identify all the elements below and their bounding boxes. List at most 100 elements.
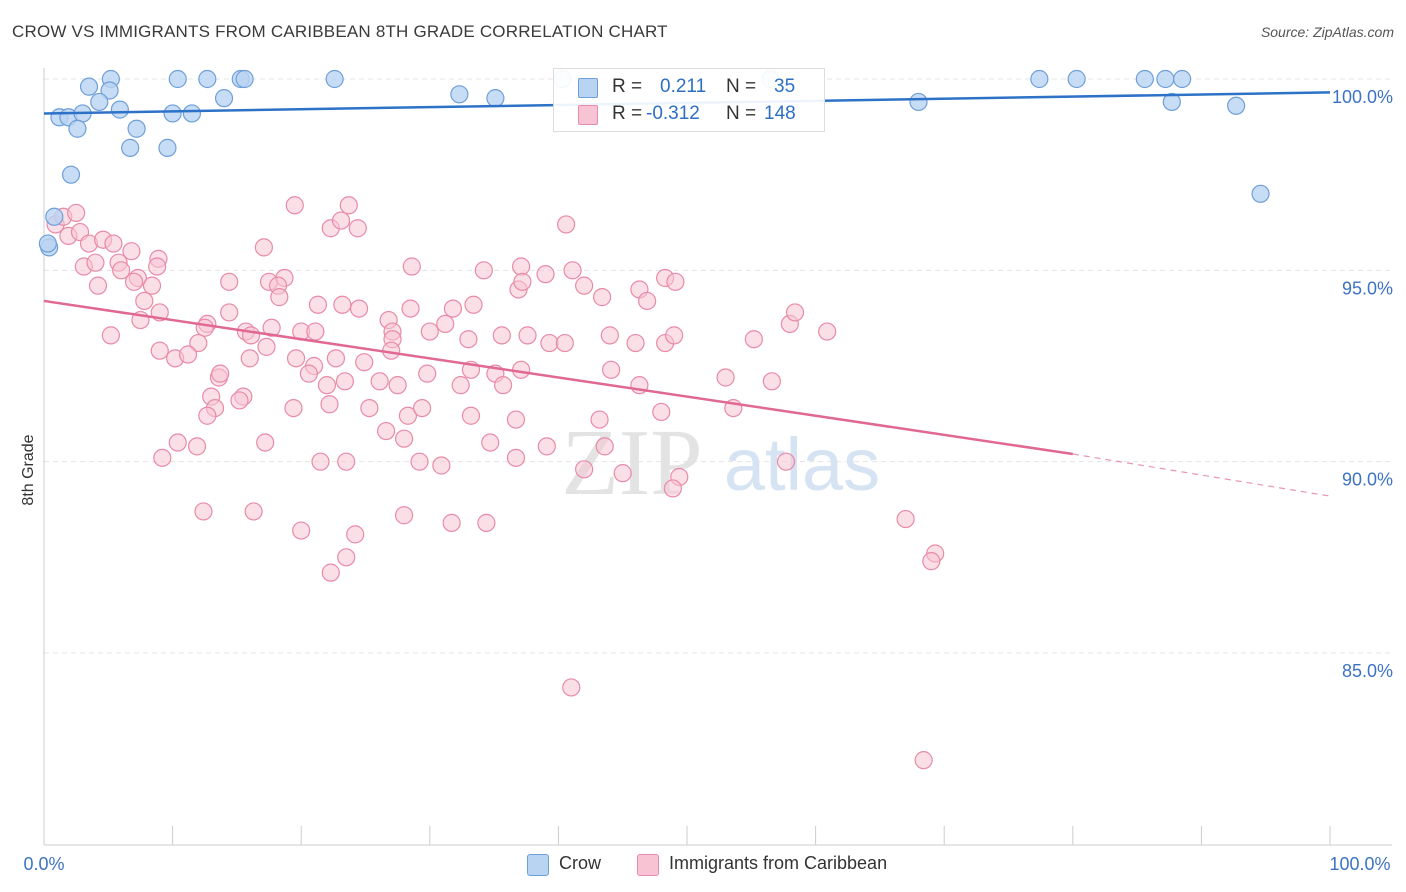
legend-r-label: R = [612, 103, 643, 124]
caribbean-point-57 [241, 326, 261, 345]
caribbean-point-128 [376, 421, 396, 441]
caribbean-point-46 [333, 295, 352, 314]
caribbean-point-82 [189, 333, 208, 353]
caribbean-point-86 [286, 349, 306, 368]
caribbean-point-39 [638, 291, 657, 311]
caribbean-point-117 [412, 398, 432, 418]
caribbean-point-112 [198, 406, 217, 425]
crow-point-27 [1227, 96, 1246, 115]
x-tick-label-0: 0.0% [23, 854, 64, 874]
caribbean-point-110 [230, 391, 249, 410]
caribbean-point-33 [536, 265, 555, 284]
caribbean-point-123 [187, 437, 207, 456]
caribbean-point-141 [194, 502, 213, 521]
crow-point-29 [127, 119, 146, 138]
legend-n-label: N = [726, 103, 757, 124]
caribbean-point-80 [150, 341, 169, 360]
crow-point-23 [450, 85, 469, 104]
caribbean-point-119 [506, 410, 526, 429]
caribbean-point-14 [148, 257, 167, 276]
legend-r-label: R = [612, 76, 643, 97]
caribbean-point-134 [337, 452, 356, 471]
caribbean-point-23 [285, 196, 304, 215]
trend-line-extension-caribbean [1072, 453, 1331, 497]
crow-point-31 [158, 138, 177, 157]
caribbean-point-72 [626, 333, 645, 353]
caribbean-point-96 [716, 368, 735, 387]
legend-row-caribbean: R = -0.312 N = 148 [554, 100, 824, 128]
caribbean-point-30 [402, 257, 421, 276]
crow-point-34 [45, 207, 64, 226]
caribbean-point-144 [346, 525, 365, 544]
caribbean-point-148 [663, 479, 682, 498]
caribbean-point-38 [666, 272, 685, 291]
crow-point-36 [38, 234, 57, 253]
caribbean-point-155 [914, 751, 933, 770]
caribbean-point-29 [557, 215, 576, 234]
caribbean-point-115 [360, 398, 379, 418]
caribbean-point-132 [595, 437, 614, 456]
caribbean-point-113 [284, 398, 303, 418]
caribbean-point-99 [299, 364, 319, 383]
caribbean-point-65 [436, 314, 455, 334]
caribbean-point-40 [593, 288, 612, 307]
y-tick-label-3: 85.0% [1342, 661, 1393, 681]
crow-point-14 [1173, 69, 1192, 89]
watermark: ZIP atlas [562, 411, 881, 515]
caribbean-point-44 [401, 299, 420, 318]
caribbean-point-136 [506, 448, 526, 467]
caribbean-point-107 [762, 372, 781, 391]
crow-point-0 [79, 77, 99, 96]
y-axis-label: 8th Grade [20, 434, 37, 505]
caribbean-point-133 [410, 452, 429, 471]
caribbean-point-55 [220, 303, 239, 322]
chart-title: CROW VS IMMIGRANTS FROM CARIBBEAN 8TH GR… [12, 22, 668, 41]
caribbean-point-121 [652, 402, 671, 422]
caribbean-point-68 [518, 326, 537, 345]
legend-r-value-crow: 0.211 [660, 76, 707, 97]
caribbean-point-125 [153, 448, 172, 467]
crow-point-11 [1067, 69, 1086, 89]
caribbean-point-79 [101, 326, 120, 345]
caribbean-point-19 [220, 272, 239, 291]
legend-row-crow: R = 0.211 N = 35 [554, 73, 824, 101]
caribbean-point-60 [306, 322, 325, 341]
caribbean-point-54 [195, 318, 214, 337]
crow-point-32 [61, 165, 81, 184]
caribbean-point-27 [331, 211, 351, 230]
legend-swatch-crow [578, 78, 598, 98]
caribbean-point-83 [178, 345, 198, 364]
caribbean-point-8 [122, 242, 141, 261]
caribbean-point-137 [575, 460, 594, 479]
caribbean-point-66 [459, 330, 478, 349]
caribbean-point-84 [240, 349, 259, 368]
y-tick-label-0: 100.0% [1332, 87, 1393, 107]
caribbean-point-48 [270, 288, 289, 307]
crow-point-20 [163, 104, 182, 123]
crow-point-3 [168, 69, 187, 89]
caribbean-point-43 [513, 272, 532, 291]
crow-point-6 [235, 69, 254, 89]
caribbean-point-118 [461, 406, 481, 425]
crow-point-19 [110, 100, 129, 119]
caribbean-point-85 [257, 337, 276, 356]
y-tick-label-2: 90.0% [1342, 470, 1393, 490]
y-tick-label-1: 95.0% [1342, 278, 1393, 298]
caribbean-point-2 [67, 203, 86, 223]
caribbean-point-7 [104, 234, 123, 253]
crow-point-21 [182, 104, 201, 123]
caribbean-point-151 [922, 552, 941, 571]
caribbean-point-78 [818, 322, 837, 341]
caribbean-point-17 [88, 276, 108, 295]
caribbean-point-130 [481, 433, 500, 452]
crow-point-10 [1030, 69, 1049, 89]
crow-point-26 [1162, 92, 1181, 112]
caribbean-point-28 [348, 219, 367, 238]
caribbean-point-35 [575, 276, 594, 295]
crow-point-18 [90, 92, 109, 112]
caribbean-point-140 [776, 452, 796, 471]
x-tick-label-1: 100.0% [1329, 854, 1390, 874]
caribbean-point-104 [451, 376, 470, 395]
caribbean-point-100 [317, 376, 337, 395]
crow-point-33 [1251, 184, 1270, 203]
